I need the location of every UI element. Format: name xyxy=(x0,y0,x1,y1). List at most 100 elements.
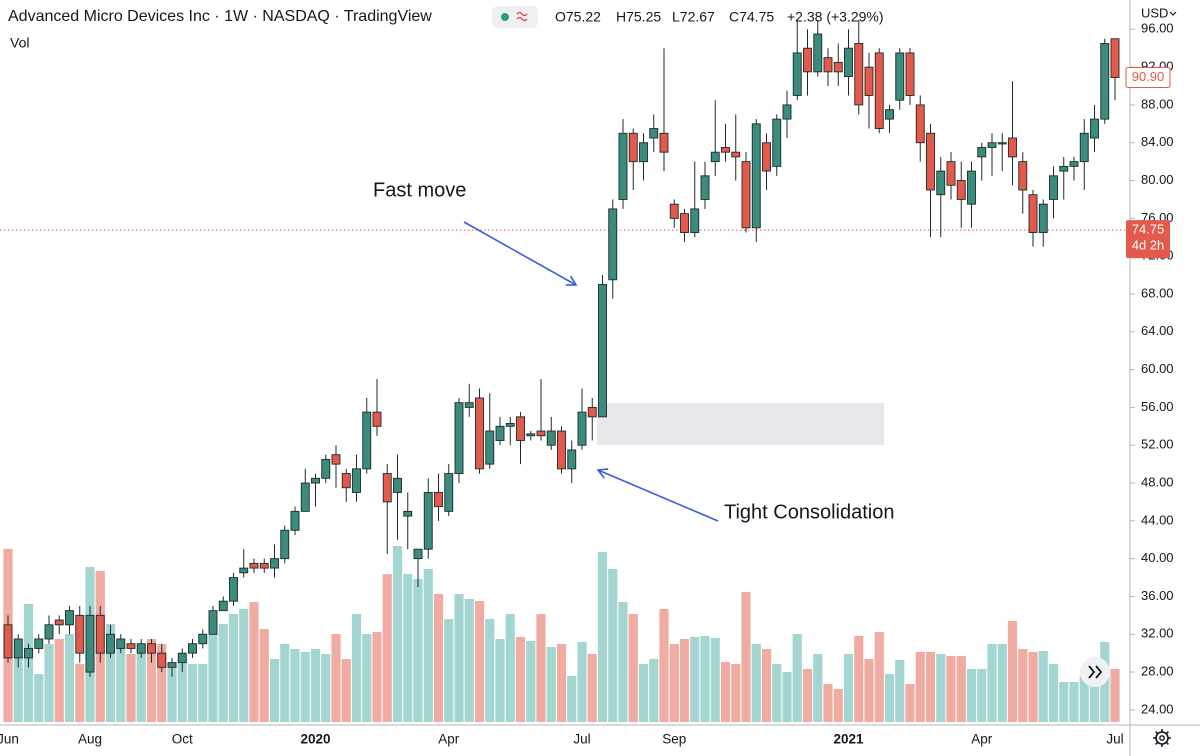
volume-bar xyxy=(157,644,167,722)
currency-label[interactable]: USD xyxy=(1141,5,1168,20)
y-tick-label: 52.00 xyxy=(1141,437,1174,452)
volume-bar xyxy=(997,644,1007,722)
y-tick-label: 68.00 xyxy=(1141,285,1174,300)
volume-bar xyxy=(454,594,464,722)
x-tick-label: Jul xyxy=(573,732,590,747)
x-tick-label: Apr xyxy=(438,732,460,747)
y-tick-label: 96.00 xyxy=(1141,21,1174,36)
currency-dropdown[interactable] xyxy=(1169,11,1177,16)
status-badge[interactable] xyxy=(492,6,538,28)
volume-bar xyxy=(218,624,228,722)
volume-bar xyxy=(915,652,925,722)
candle-body xyxy=(177,652,187,664)
volume-bar xyxy=(321,654,331,722)
volume-bar xyxy=(700,636,710,722)
candle-body xyxy=(423,492,433,550)
settings-button[interactable] xyxy=(1153,729,1171,747)
x-tick-label: Sep xyxy=(662,732,686,747)
candle-body xyxy=(546,430,556,446)
ohlc-high: H75.25 xyxy=(616,9,661,25)
candle-body xyxy=(669,203,679,219)
volume-bar xyxy=(239,609,249,722)
candle-body xyxy=(454,402,464,475)
ohlc-open: O75.22 xyxy=(555,9,601,25)
y-tick-label: 88.00 xyxy=(1141,96,1174,111)
x-tick-label: 2021 xyxy=(833,732,864,747)
candle-body xyxy=(218,600,228,612)
volume-bar xyxy=(936,654,946,722)
volume-bar xyxy=(167,664,177,722)
candle-body xyxy=(444,473,454,512)
candle-body xyxy=(126,643,136,649)
candle-body xyxy=(505,423,515,427)
candle-body xyxy=(393,477,402,493)
bar-close-tag xyxy=(1125,67,1171,89)
x-tick-label: 2020 xyxy=(300,732,330,747)
y-tick-label: 24.00 xyxy=(1141,701,1174,716)
candle-body xyxy=(1038,203,1048,233)
volume-bar xyxy=(669,644,679,722)
candle-body xyxy=(587,406,597,418)
volume-bar xyxy=(649,659,659,722)
candle-body xyxy=(895,52,905,101)
candle-body xyxy=(915,104,925,144)
volume-bar xyxy=(567,676,577,722)
candle-body xyxy=(608,208,618,281)
volume-bar xyxy=(515,637,526,722)
candle-body xyxy=(1079,132,1089,163)
volume-bar xyxy=(1048,664,1059,722)
y-tick-label: 40.00 xyxy=(1141,550,1174,565)
candle-body xyxy=(341,473,351,489)
volume-bar xyxy=(854,636,864,722)
candle-body xyxy=(188,643,197,654)
candle-body xyxy=(844,47,853,78)
volume-bar xyxy=(792,634,802,722)
last-price-label: 74.75 xyxy=(1132,222,1165,237)
candle-body xyxy=(987,142,997,148)
volume-bar xyxy=(75,664,85,722)
candle-body xyxy=(659,132,669,153)
status-dot xyxy=(501,13,509,21)
candle-body xyxy=(475,397,484,470)
volume-bar xyxy=(690,637,700,722)
y-tick-label: 64.00 xyxy=(1141,323,1174,338)
volume-bar xyxy=(290,649,300,722)
candle-body xyxy=(526,433,536,437)
volume-bar xyxy=(874,632,884,722)
volume-bar xyxy=(659,609,669,722)
x-tick-label: Oct xyxy=(172,732,193,747)
volume-bar xyxy=(372,632,382,722)
candle-body xyxy=(434,492,443,508)
scroll-icon xyxy=(1088,665,1103,679)
volume-bar xyxy=(505,614,515,722)
y-tick-label: 32.00 xyxy=(1141,626,1174,641)
volume-bar xyxy=(280,644,290,722)
volume-bar xyxy=(638,664,649,722)
settings-icon-center xyxy=(1159,735,1165,741)
volume-bar xyxy=(1079,676,1089,722)
volume-bar xyxy=(392,546,403,722)
y-tick-label: 44.00 xyxy=(1141,512,1174,527)
volume-bar xyxy=(433,594,444,722)
candle-body xyxy=(700,175,710,200)
candle-body xyxy=(116,638,126,649)
candle-body xyxy=(926,132,935,191)
candle-body xyxy=(352,468,361,493)
volume-bar xyxy=(208,634,218,722)
volume-bar xyxy=(1018,649,1028,722)
volume-bar xyxy=(751,644,761,722)
annotation-arrow xyxy=(596,468,719,522)
y-tick-label: 48.00 xyxy=(1141,474,1174,489)
x-tick-label: Jul xyxy=(1106,732,1123,747)
volume-bar xyxy=(44,644,54,722)
candle-body xyxy=(485,430,495,465)
candle-body xyxy=(239,567,249,574)
candle-body xyxy=(259,562,269,569)
volume-bar xyxy=(259,629,269,722)
candle-body xyxy=(823,57,833,73)
volume-bar xyxy=(720,662,731,722)
volume-bar xyxy=(382,574,392,722)
volume-bar xyxy=(444,619,454,722)
candle-body xyxy=(85,614,95,673)
